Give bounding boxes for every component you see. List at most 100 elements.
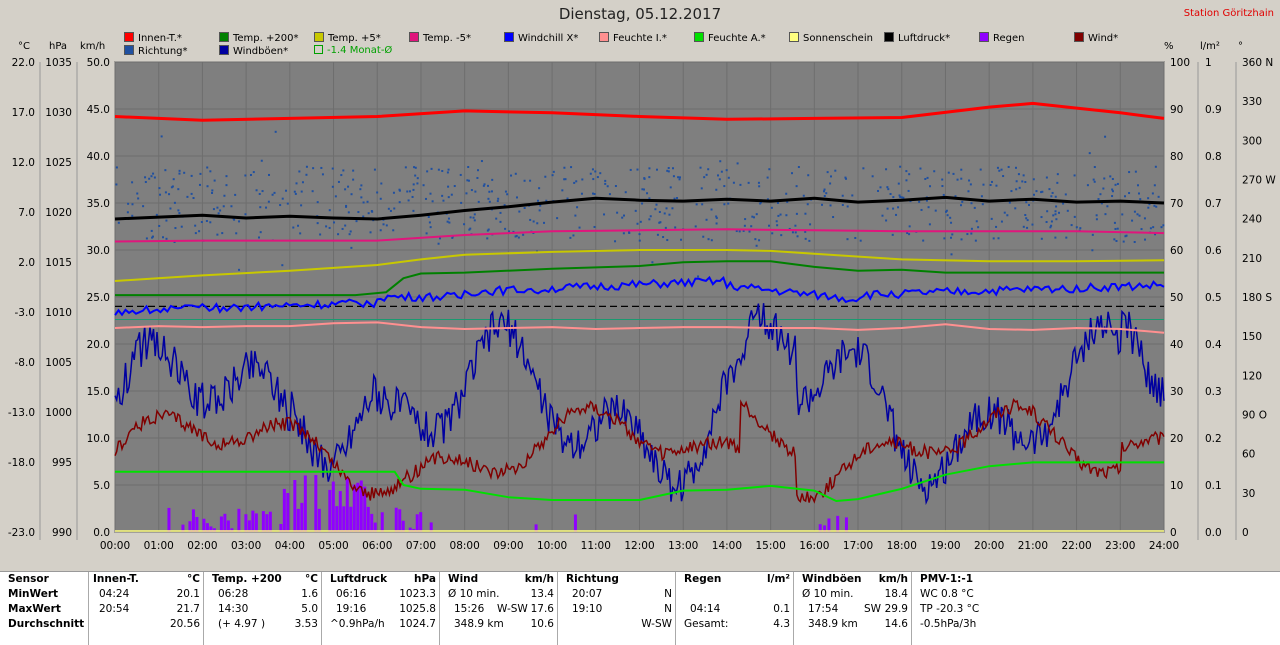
direction-point [467, 166, 470, 169]
direction-point [153, 176, 156, 179]
x-tick-label: 07:00 [406, 540, 436, 552]
direction-point [905, 179, 908, 182]
direction-point [183, 171, 186, 174]
rain-bar [195, 516, 199, 532]
direction-point [859, 239, 862, 242]
direction-point [881, 214, 884, 217]
pressure-tick: 1010 [45, 307, 72, 319]
cell-time: Ø 10 min. [448, 588, 500, 600]
direction-point [429, 192, 432, 195]
col-header: PMV-1:-1 [920, 573, 974, 585]
direction-point [974, 239, 977, 242]
direction-point [677, 176, 680, 179]
x-tick-label: 05:00 [318, 540, 348, 552]
rain-bar [247, 520, 251, 532]
direction-point [1026, 226, 1029, 229]
humidity-tick: 70 [1170, 198, 1183, 210]
humidity-tick: 10 [1170, 480, 1183, 492]
direction-point [1136, 213, 1139, 216]
direction-point [517, 236, 520, 239]
direction-point [164, 191, 167, 194]
pressure-tick: 1030 [45, 107, 72, 119]
direction-point [1115, 239, 1118, 242]
col-wind: Wind km/h Ø 10 min. 13.4 15:26 W-SW 17.6 348… [440, 572, 558, 645]
direction-point [667, 167, 670, 170]
rain-bar [188, 521, 192, 532]
direction-point [1154, 165, 1157, 168]
direction-point [468, 228, 471, 231]
legend-swatch [124, 32, 134, 42]
rain-bar [363, 486, 367, 532]
wind-tick: 25.0 [87, 292, 110, 304]
series-line [115, 461, 1164, 502]
col-header: Innen-T. [93, 573, 139, 585]
wind-tick: 35.0 [87, 198, 110, 210]
direction-point [295, 182, 298, 185]
direction-point [960, 168, 963, 171]
direction-point [570, 166, 573, 169]
direction-point [977, 226, 980, 229]
cell-value: N [664, 603, 672, 615]
direction-point [643, 177, 646, 180]
direction-point [425, 232, 428, 235]
legend-item: Temp. -5* [409, 32, 471, 44]
direction-point [551, 174, 554, 177]
direction-point [225, 184, 228, 187]
direction-point [700, 187, 703, 190]
direction-point [1162, 224, 1165, 227]
x-tick-label: 10:00 [537, 540, 567, 552]
direction-point [641, 188, 644, 191]
direction-point [164, 169, 167, 172]
rain-bar [282, 488, 286, 532]
rain-bar [352, 484, 356, 532]
direction-point [230, 205, 233, 208]
direction-point [469, 216, 472, 219]
direction-point [754, 238, 757, 241]
direction-tick: 270 W [1242, 175, 1276, 187]
direction-point [1151, 192, 1154, 195]
direction-point [341, 227, 344, 230]
unit-celsius: °C [18, 41, 30, 52]
direction-point [234, 193, 237, 196]
direction-point [319, 233, 322, 236]
direction-point [222, 205, 225, 208]
x-tick-label: 15:00 [755, 540, 785, 552]
direction-point [927, 206, 930, 209]
direction-point [1153, 184, 1156, 187]
direction-tick: 30 [1242, 488, 1255, 500]
direction-point [980, 195, 983, 198]
cell-time: 06:28 [218, 588, 249, 600]
direction-point [942, 193, 945, 196]
direction-point [594, 170, 597, 173]
rain-bar [401, 520, 405, 532]
x-tick-label: 24:00 [1149, 540, 1179, 552]
direction-point [1091, 233, 1094, 236]
col-header: Sensor [8, 573, 49, 585]
x-tick-label: 08:00 [450, 540, 480, 552]
direction-point [115, 183, 118, 186]
direction-point [592, 192, 595, 195]
cell-time: 20:54 [99, 603, 130, 615]
direction-point [1114, 227, 1117, 230]
direction-point [1055, 205, 1058, 208]
humidity-tick: 30 [1170, 386, 1183, 398]
direction-point [1147, 206, 1150, 209]
legend-item: Temp. +5* [314, 32, 381, 44]
direction-point [678, 176, 681, 179]
direction-point [474, 190, 477, 193]
direction-point [785, 214, 788, 217]
direction-point [777, 214, 780, 217]
direction-point [727, 202, 730, 205]
direction-point [1086, 184, 1089, 187]
direction-point [1095, 218, 1098, 221]
direction-point [748, 230, 751, 233]
direction-point [636, 222, 639, 225]
legend-swatch [1074, 32, 1084, 42]
direction-point [655, 168, 658, 171]
col-richtung: Richtung 20:07 N 19:10 N W-SW [558, 572, 676, 645]
direction-point [895, 213, 898, 216]
direction-point [667, 170, 670, 173]
direction-point [376, 191, 379, 194]
direction-point [1051, 191, 1054, 194]
direction-point [616, 211, 619, 214]
